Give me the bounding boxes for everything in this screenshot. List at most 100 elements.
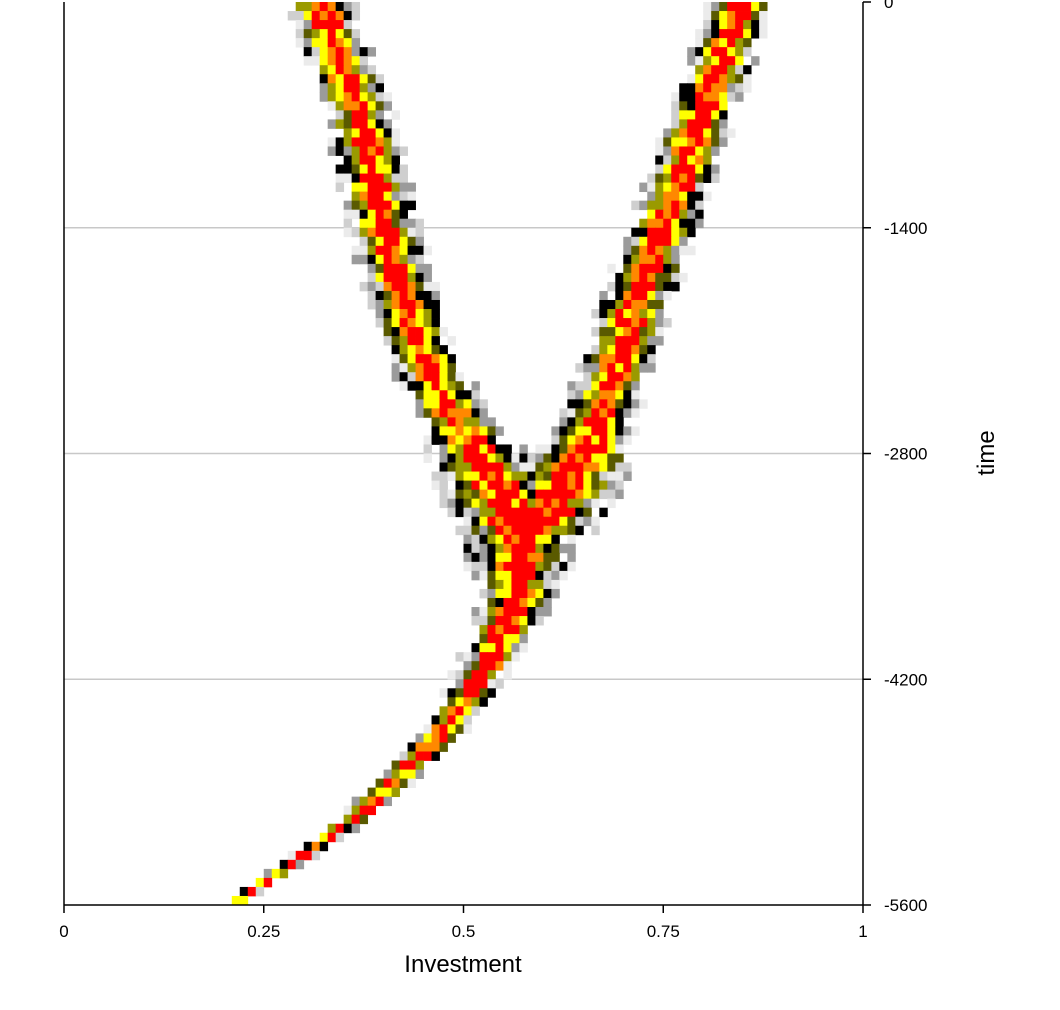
heatmap-cell-624 bbox=[631, 336, 640, 346]
heatmap-cell-630 bbox=[407, 345, 416, 355]
heatmap-cell-777 bbox=[575, 417, 584, 427]
heatmap-cell-355 bbox=[703, 191, 712, 202]
y-tick-label-1: -1400 bbox=[884, 219, 927, 238]
heatmap-cell-983 bbox=[607, 498, 616, 509]
heatmap-cell-461 bbox=[367, 254, 377, 265]
heatmap-cell-426 bbox=[375, 236, 384, 247]
heatmap-cell-1057 bbox=[519, 543, 528, 554]
heatmap-cell-446 bbox=[399, 245, 408, 256]
heatmap-cell-20 bbox=[319, 11, 329, 21]
heatmap-cell-515 bbox=[415, 281, 424, 292]
heatmap-cell-875 bbox=[495, 462, 504, 472]
heatmap-cell-416 bbox=[631, 227, 640, 238]
heatmap-cell-252 bbox=[695, 137, 704, 147]
heatmap-cell-352 bbox=[679, 191, 688, 202]
heatmap-cell-907 bbox=[551, 471, 560, 481]
heatmap-cell-633 bbox=[431, 345, 440, 355]
heatmap-cell-868 bbox=[439, 462, 448, 472]
heatmap-cell-1280 bbox=[303, 850, 313, 861]
heatmap-cell-38 bbox=[335, 20, 345, 30]
heatmap-cell-982 bbox=[591, 498, 600, 509]
heatmap-cell-441 bbox=[359, 245, 369, 256]
heatmap-cell-946 bbox=[487, 489, 496, 500]
heatmap-cell-705 bbox=[583, 381, 592, 391]
heatmap-cell-783 bbox=[431, 426, 440, 436]
heatmap-cell-208 bbox=[335, 119, 345, 129]
heatmap-cell-454 bbox=[655, 245, 664, 256]
heatmap-cell-697 bbox=[423, 381, 432, 391]
heatmap-cell-1199 bbox=[471, 688, 480, 698]
heatmap-cell-1003 bbox=[463, 516, 472, 527]
heatmap-cell-1234 bbox=[407, 751, 416, 761]
heatmap-cell-1294 bbox=[239, 895, 249, 906]
heatmap-cell-1289 bbox=[263, 877, 273, 888]
heatmap-cell-577 bbox=[655, 309, 664, 319]
heatmap-cell-1279 bbox=[295, 850, 305, 861]
heatmap-cell-16 bbox=[287, 11, 297, 21]
heatmap-cell-344 bbox=[383, 191, 392, 202]
heatmap-cell-905 bbox=[535, 471, 544, 481]
heatmap-cell-410 bbox=[375, 227, 384, 238]
heatmap-cell-274 bbox=[343, 155, 353, 165]
heatmap-cell-755 bbox=[471, 408, 480, 418]
heatmap-cell-1108 bbox=[527, 579, 536, 590]
heatmap-cell-913 bbox=[599, 471, 608, 481]
heatmap-cell-351 bbox=[671, 191, 680, 202]
heatmap-cell-114 bbox=[327, 65, 337, 75]
heatmap-cell-177 bbox=[735, 92, 744, 102]
heatmap-cell-541 bbox=[647, 290, 656, 301]
heatmap-cell-924 bbox=[495, 480, 504, 491]
heatmap-cell-600 bbox=[423, 327, 432, 337]
heatmap-cell-221 bbox=[719, 119, 728, 129]
y-tick-label-4: -5600 bbox=[884, 896, 927, 915]
heatmap-cell-304 bbox=[711, 164, 720, 174]
heatmap-cell-166 bbox=[367, 92, 377, 102]
heatmap-cell-876 bbox=[503, 462, 512, 472]
heatmap-cell-518 bbox=[607, 281, 616, 292]
heatmap-cell-638 bbox=[615, 345, 624, 355]
heatmap-cell-1274 bbox=[335, 832, 345, 843]
heatmap-cell-564 bbox=[399, 309, 408, 319]
heatmap-cell-813 bbox=[559, 435, 568, 445]
heatmap-cell-86 bbox=[351, 47, 361, 57]
heatmap-cell-833 bbox=[535, 444, 544, 454]
heatmap-cell-1209 bbox=[455, 706, 464, 716]
heatmap-cell-675 bbox=[631, 363, 640, 373]
heatmap-cell-1204 bbox=[463, 697, 472, 707]
heatmap-cell-986 bbox=[463, 507, 472, 518]
heatmap-cell-846 bbox=[447, 453, 456, 463]
heatmap-cell-42 bbox=[719, 20, 728, 30]
heatmap-cell-120 bbox=[695, 65, 704, 75]
heatmap-cell-317 bbox=[671, 173, 680, 183]
heatmap-cell-514 bbox=[407, 281, 416, 292]
heatmap-cell-808 bbox=[463, 435, 472, 445]
heatmap-cell-323 bbox=[335, 182, 345, 193]
heatmap-cell-800 bbox=[615, 426, 624, 436]
heatmap-cell-1121 bbox=[551, 588, 560, 599]
heatmap-cell-891 bbox=[623, 462, 632, 472]
heatmap-cell-155 bbox=[711, 83, 720, 93]
heatmap-cell-440 bbox=[351, 245, 361, 256]
heatmap-cell-319 bbox=[687, 173, 696, 183]
heatmap-cell-679 bbox=[399, 372, 408, 382]
heatmap-cell-1023 bbox=[479, 525, 488, 536]
heatmap-cell-277 bbox=[367, 155, 377, 165]
heatmap-cell-968 bbox=[479, 498, 488, 509]
heatmap-cell-407 bbox=[351, 227, 361, 238]
heatmap-cell-642 bbox=[647, 345, 656, 355]
heatmap-cell-1174 bbox=[503, 652, 512, 662]
heatmap-cell-1150 bbox=[487, 625, 496, 635]
heatmap-cell-585 bbox=[431, 318, 440, 328]
heatmap-cell-1087 bbox=[543, 561, 552, 572]
heatmap-cell-1191 bbox=[471, 679, 480, 689]
heatmap-cell-162 bbox=[335, 92, 345, 102]
heatmap-cell-493 bbox=[383, 272, 392, 283]
heatmap-cell-477 bbox=[383, 263, 392, 274]
heatmap-cell-275 bbox=[351, 155, 361, 165]
heatmap-cell-706 bbox=[591, 381, 600, 391]
heatmap-cell-780 bbox=[599, 417, 608, 427]
heatmap-cell-1272 bbox=[319, 832, 329, 843]
heatmap-cell-200 bbox=[671, 110, 680, 120]
heatmap-cell-903 bbox=[519, 471, 528, 481]
heatmap-cell-795 bbox=[575, 426, 584, 436]
